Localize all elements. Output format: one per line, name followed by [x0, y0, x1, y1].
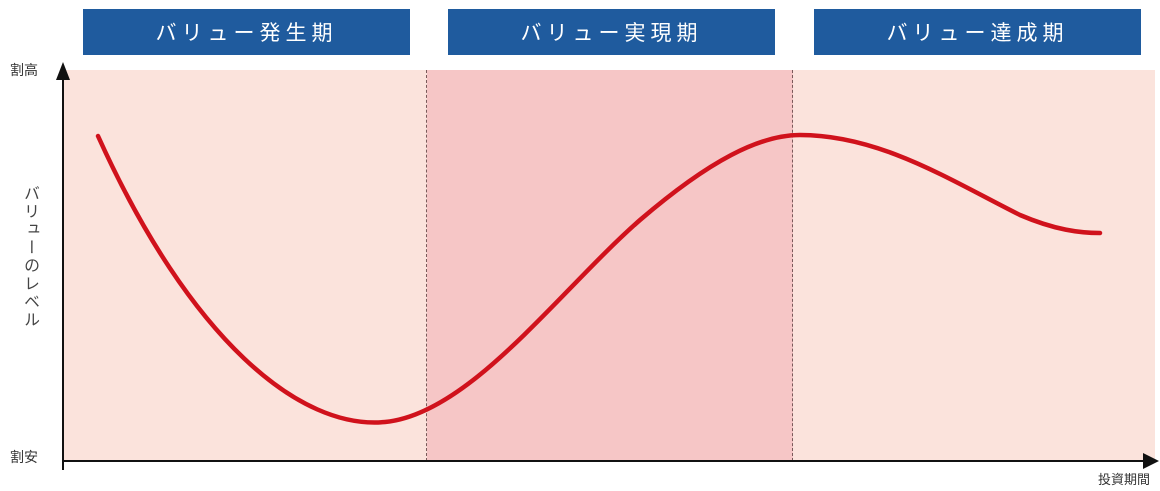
phase-header-achievement: バリュー達成期 [814, 9, 1141, 55]
phase-header-realization: バリュー実現期 [448, 9, 775, 55]
x-axis-title: 投資期間 [1097, 473, 1150, 488]
phase-band-achievement [793, 70, 1155, 461]
x-axis-arrow-icon [1143, 453, 1159, 469]
y-axis-arrow-icon [56, 62, 70, 80]
y-axis-high-label: 割高 [10, 63, 38, 79]
phase-band-realization [427, 70, 793, 461]
phase-divider-2 [792, 70, 793, 461]
phase-divider-1 [426, 70, 427, 461]
y-axis-low-label: 割安 [10, 450, 38, 466]
value-curve [95, 132, 1103, 425]
phase-header-emergence: バリュー発生期 [83, 9, 410, 55]
phase-band-emergence [63, 70, 427, 461]
y-axis-title: バリューのレベル [21, 185, 40, 329]
